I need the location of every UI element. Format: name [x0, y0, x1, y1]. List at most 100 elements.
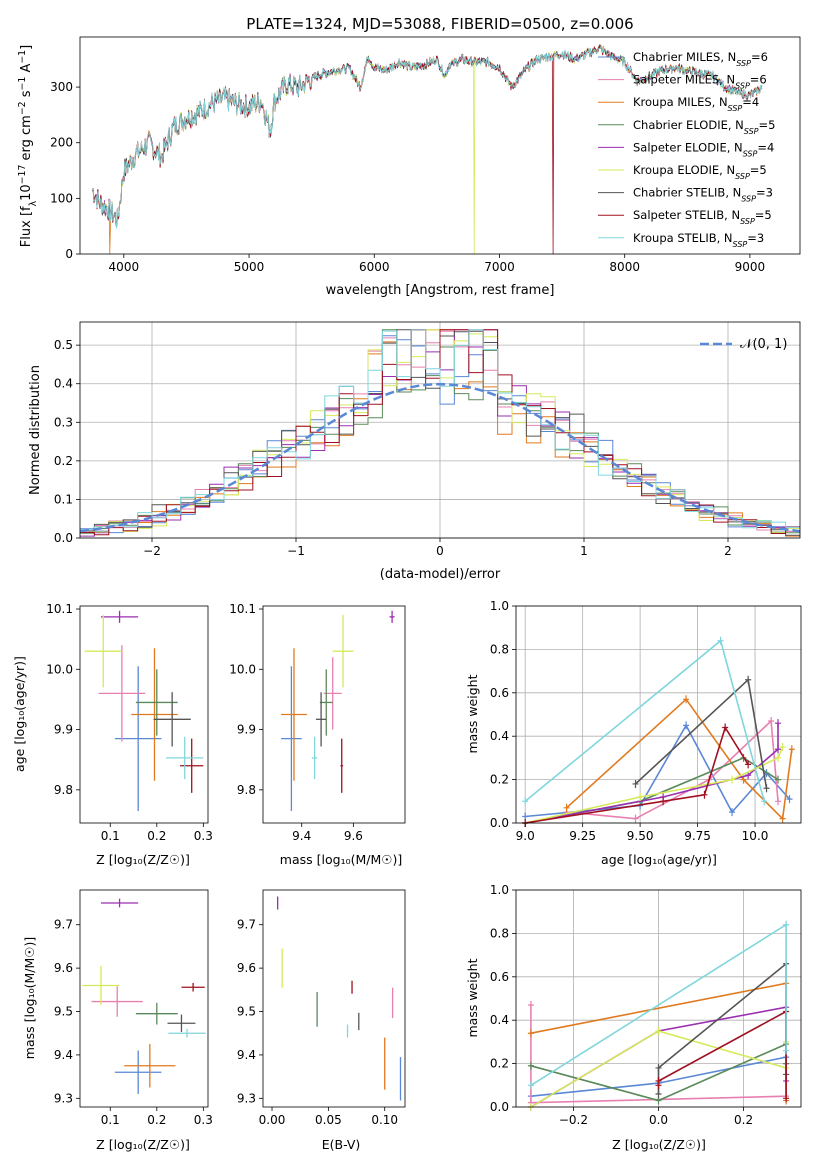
y-tick-label: 0.2	[54, 454, 73, 468]
x-tick-label: 0	[436, 544, 444, 558]
mass-vs-ebv-frame: 0.00 0.05 0.10 9.3 9.4 9.5 9.6 9.7	[237, 889, 406, 1127]
y-tick-label: 200	[50, 136, 73, 150]
legend-label: Salpeter ELODIE, NSSP=4	[633, 140, 774, 158]
y-tick-label: 0.4	[490, 1013, 509, 1027]
residuals-plot-area	[79, 329, 801, 537]
x-axis-label: age [log₁₀(age/yr)]	[601, 852, 717, 867]
weight-vs-age-axes	[516, 605, 801, 824]
plus-marker	[683, 721, 690, 730]
x-tick-label: 0.10	[371, 1113, 398, 1127]
plus-marker	[775, 745, 782, 754]
plus-marker	[775, 753, 782, 762]
y-tick-label: 0.4	[490, 729, 509, 743]
error-bar-point	[131, 648, 178, 781]
plus-marker	[729, 775, 736, 784]
y-tick-label: 0.0	[490, 1100, 509, 1114]
y-axis-label: Flux [fλ10−17 erg cm−2 s−1 A−1]	[17, 45, 39, 247]
x-tick-label: 0.3	[194, 829, 213, 843]
age-vs-metal-plot-area	[84, 610, 204, 811]
x-tick-label: 9.0	[516, 829, 535, 843]
legend-label: Salpeter STELIB, NSSP=5	[633, 208, 772, 226]
y-tick-label: 0.3	[54, 415, 73, 429]
x-tick-label: 0.2	[147, 1113, 166, 1127]
error-bar-point	[389, 610, 395, 623]
y-tick-label: 9.7	[237, 918, 256, 932]
plus-marker	[655, 1027, 662, 1036]
x-tick-label: 8000	[609, 260, 640, 274]
y-axis-label: Normed distribution	[28, 365, 43, 495]
plus-marker	[729, 808, 736, 817]
spectrum-series-line	[92, 45, 763, 229]
y-tick-label: 0.0	[490, 816, 509, 830]
legend-label: Kroupa STELIB, NSSP=3	[633, 231, 764, 249]
plus-marker	[768, 717, 775, 726]
legend-label: Salpeter MILES, NSSP=6	[633, 73, 767, 91]
x-axis-label: wavelength [Angstrom, rest frame]	[326, 283, 555, 298]
plus-marker	[527, 1001, 534, 1010]
x-tick-label: −1	[287, 544, 305, 558]
legend-label: Chabrier MILES, NSSP=6	[633, 50, 768, 68]
error-bar-point	[315, 692, 327, 747]
x-tick-label: −2	[143, 544, 161, 558]
error-bar-point	[135, 1002, 178, 1025]
y-axis-label: mass [log₁₀(M/M☉)]	[22, 937, 37, 1059]
x-tick-label: 5000	[234, 260, 265, 274]
error-bar-point	[166, 736, 204, 779]
plus-marker	[637, 792, 644, 801]
figure-title: PLATE=1324, MJD=53088, FIBERID=0500, z=0…	[246, 15, 633, 33]
plus-marker	[527, 1029, 534, 1038]
x-tick-label: 4000	[109, 260, 140, 274]
axes-frame	[262, 889, 406, 1108]
x-tick-label: 0.2	[734, 1113, 753, 1127]
x-axis-label: Z [log₁₀(Z/Z☉)]	[96, 852, 190, 867]
error-bar-point	[114, 1050, 162, 1094]
x-tick-label: 0.05	[315, 1113, 342, 1127]
y-tick-label: 0.8	[490, 926, 509, 940]
error-bar-point	[100, 610, 139, 623]
axes-frame	[515, 605, 802, 824]
plus-marker	[783, 1046, 790, 1055]
y-tick-label: 0.4	[54, 377, 73, 391]
x-axis-label: Z [log₁₀(Z/Z☉)]	[96, 1137, 190, 1152]
y-tick-label: 100	[50, 191, 73, 205]
weight-vs-age-frame: 9.0 9.25 9.50 9.75 10.0 0.0 0.2 0.4 0.6 0.8 1.0	[490, 599, 802, 843]
x-tick-label: 0.0	[649, 1113, 668, 1127]
y-tick-label: 0.1	[54, 492, 73, 506]
plus-marker	[745, 760, 752, 769]
error-bar-point	[114, 666, 162, 811]
y-tick-label: 9.8	[54, 783, 73, 797]
axes-frame	[262, 605, 406, 824]
residual-histogram	[80, 329, 800, 530]
plus-marker	[655, 1089, 662, 1098]
plus-marker	[775, 719, 782, 728]
x-axis-label: Z [log₁₀(Z/Z☉)]	[612, 1137, 706, 1152]
y-tick-label: 9.9	[54, 723, 73, 737]
x-tick-label: 9.75	[684, 829, 711, 843]
y-tick-label: 0	[65, 247, 73, 261]
x-tick-label: 0.2	[147, 829, 166, 843]
x-tick-label: 10.0	[742, 829, 769, 843]
plus-marker	[783, 1094, 790, 1103]
error-bar-point	[98, 645, 146, 742]
y-tick-label: 9.6	[237, 961, 256, 975]
error-bar-point	[91, 986, 143, 1017]
age-vs-mass-frame: 9.4 9.6 9.8 9.9 10.0 10.1	[229, 602, 406, 843]
weight-vs-metal-plot-area	[527, 920, 790, 1111]
error-bar-point	[84, 615, 122, 688]
y-tick-label: 0.2	[490, 773, 509, 787]
x-tick-label: 9.4	[292, 829, 311, 843]
y-tick-label: 9.4	[54, 1048, 73, 1062]
age-vs-mass-plot-area	[281, 610, 395, 811]
mass-weight-series-line	[566, 698, 793, 821]
y-tick-label: 9.9	[237, 723, 256, 737]
y-tick-label: 0.8	[490, 642, 509, 656]
mass-weight-series-line	[524, 639, 765, 802]
y-tick-label: 0.2	[490, 1057, 509, 1071]
legend: Chabrier MILES, NSSP=6 Salpeter MILES, NS…	[598, 50, 775, 248]
x-tick-label: −0.2	[559, 1113, 588, 1127]
error-bar-point	[153, 692, 191, 747]
error-bar-point	[319, 669, 333, 736]
x-tick-label: 9.25	[569, 829, 596, 843]
y-tick-label: 0.5	[54, 338, 73, 352]
y-axis-label: mass weight	[465, 958, 480, 1037]
